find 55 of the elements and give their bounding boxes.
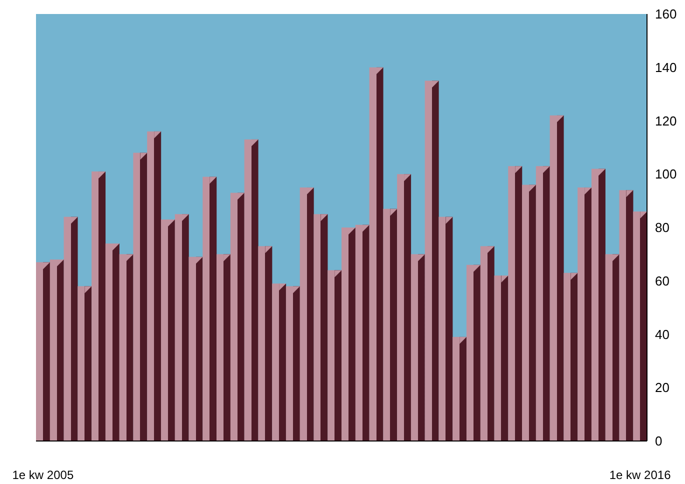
bar	[397, 174, 412, 441]
bar	[619, 190, 634, 441]
bar	[466, 264, 480, 441]
bar	[174, 214, 189, 441]
bar	[119, 254, 134, 441]
bar	[92, 171, 106, 441]
bar	[272, 284, 286, 441]
y-tick-label: 40	[655, 326, 670, 342]
y-tick-label: 80	[655, 220, 670, 236]
bar	[258, 246, 272, 441]
bar	[536, 166, 550, 441]
bar	[438, 216, 453, 441]
bar	[147, 131, 162, 441]
bar	[550, 115, 564, 441]
y-tick-label: 120	[655, 113, 677, 128]
y-tick-label: 140	[655, 60, 677, 75]
bar	[605, 254, 620, 441]
bar	[314, 214, 328, 441]
bar	[424, 80, 439, 441]
bar	[452, 336, 467, 441]
bar	[286, 286, 300, 441]
bar	[522, 184, 536, 441]
x-tick-label: 1e kw 2005	[12, 468, 74, 482]
bar	[480, 246, 494, 441]
bar	[508, 166, 522, 441]
bar	[328, 270, 342, 441]
bar	[591, 168, 606, 441]
bar	[383, 208, 398, 441]
bar	[300, 187, 314, 441]
bar	[105, 244, 120, 441]
bar	[188, 256, 203, 441]
y-tick-label: 60	[655, 273, 670, 288]
bar	[78, 286, 92, 441]
bar	[564, 272, 578, 441]
bar	[355, 224, 370, 441]
y-tick-label: 100	[655, 166, 677, 182]
bar	[202, 176, 217, 441]
x-tick-label: 1e kw 2016	[609, 468, 672, 482]
bar	[36, 262, 50, 441]
bar	[230, 192, 244, 441]
bar	[369, 67, 384, 441]
bar	[633, 211, 648, 441]
bar	[244, 139, 258, 441]
bar	[216, 254, 231, 441]
y-tick-label: 160	[655, 6, 677, 22]
y-tick-label: 20	[655, 380, 670, 396]
bar	[160, 219, 175, 441]
y-tick-label: 0	[655, 434, 662, 449]
bar	[342, 228, 356, 441]
bar	[494, 276, 508, 441]
bar	[578, 187, 592, 441]
bar	[64, 216, 78, 441]
bar	[133, 152, 148, 441]
bar	[50, 260, 64, 441]
bar	[410, 254, 425, 441]
